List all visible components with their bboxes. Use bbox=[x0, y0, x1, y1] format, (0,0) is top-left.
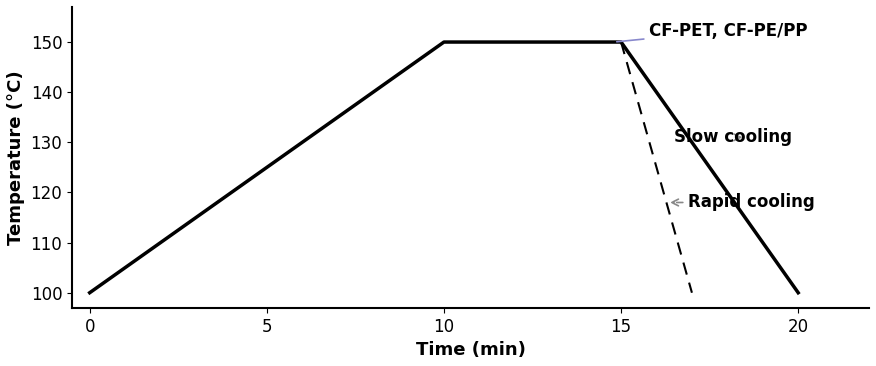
Text: CF-PET, CF-PE/PP: CF-PET, CF-PE/PP bbox=[617, 22, 808, 42]
X-axis label: Time (min): Time (min) bbox=[415, 341, 526, 359]
Text: Rapid cooling: Rapid cooling bbox=[672, 194, 816, 212]
Y-axis label: Temperature (°C): Temperature (°C) bbox=[7, 70, 25, 245]
Text: Slow cooling: Slow cooling bbox=[675, 128, 792, 146]
